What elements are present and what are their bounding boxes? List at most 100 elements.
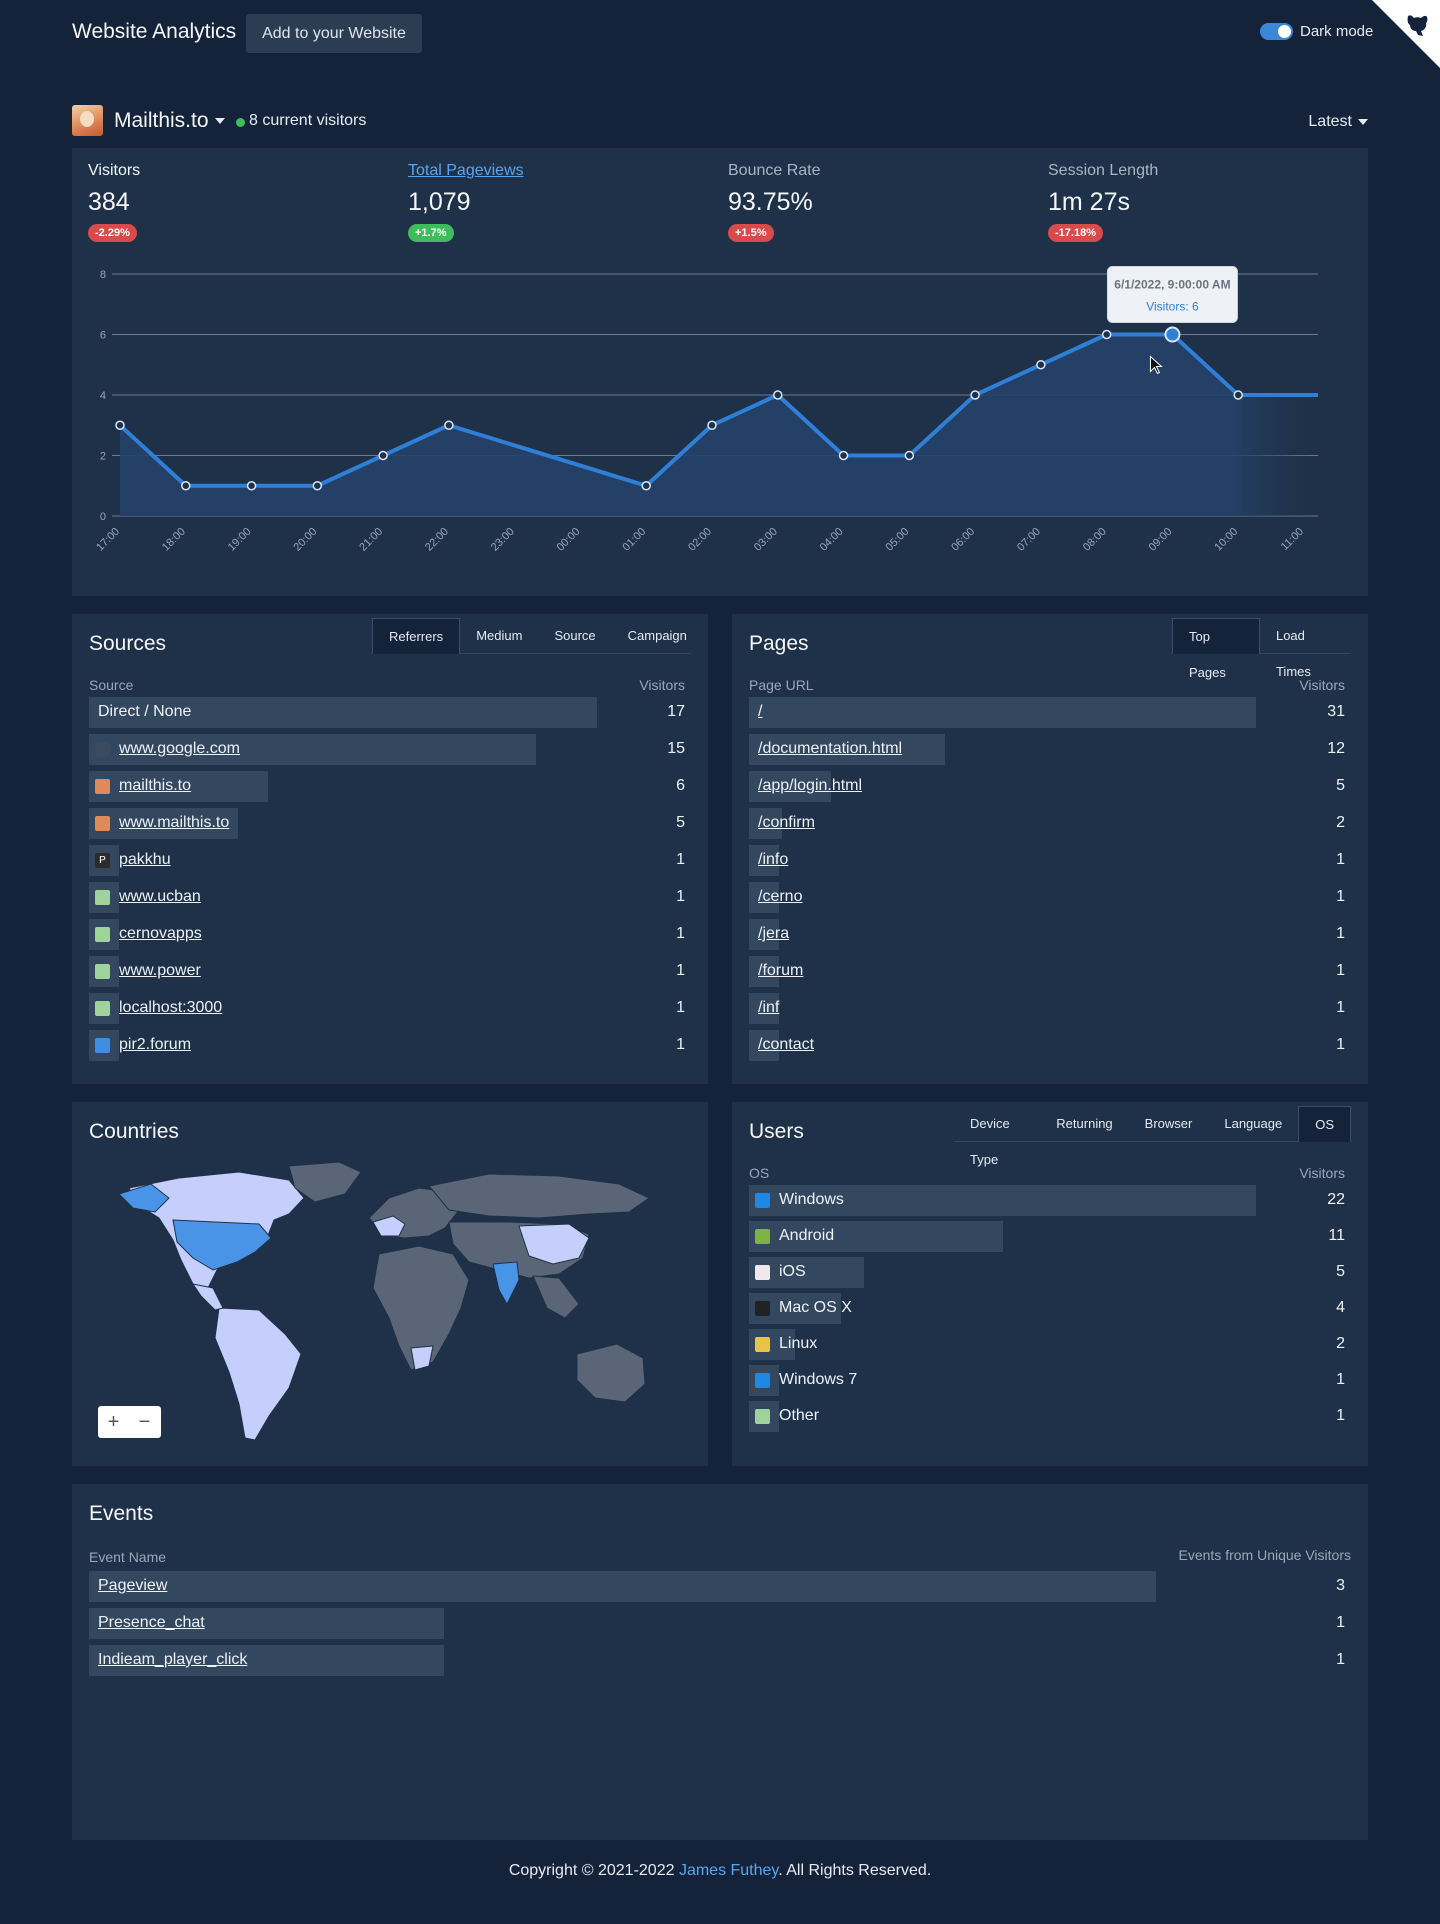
list-item[interactable]: /info 1 bbox=[749, 845, 1351, 876]
list-item[interactable]: Presence_chat 1 bbox=[89, 1608, 1351, 1639]
footer-author-link[interactable]: James Futhey bbox=[678, 1862, 779, 1879]
tab-browser[interactable]: Browser bbox=[1144, 1116, 1193, 1131]
list-item[interactable]: /app/login.html 5 bbox=[749, 771, 1351, 802]
row-label[interactable]: localhost:3000 bbox=[119, 999, 223, 1016]
row-label[interactable]: cernovapps bbox=[119, 925, 202, 942]
list-item[interactable]: /contact 1 bbox=[749, 1030, 1351, 1061]
map-region-central-america[interactable] bbox=[191, 1283, 224, 1311]
chart-tooltip bbox=[1106, 266, 1238, 323]
row-label[interactable]: /inf bbox=[758, 999, 780, 1016]
list-item[interactable]: www.google.com 15 bbox=[89, 734, 691, 765]
map-region-south-africa[interactable] bbox=[410, 1345, 434, 1371]
add-to-website-button[interactable]: Add to your Website bbox=[246, 14, 422, 53]
map-region-usa[interactable] bbox=[172, 1219, 272, 1271]
row-label[interactable]: /jera bbox=[758, 925, 790, 942]
list-item[interactable]: www.mailthis.to 5 bbox=[89, 808, 691, 839]
row-label[interactable]: Presence_chat bbox=[98, 1614, 205, 1631]
row-label[interactable]: Pageview bbox=[98, 1577, 168, 1594]
list-item[interactable]: / 31 bbox=[749, 697, 1351, 728]
x-tick-label: 22:00 bbox=[423, 526, 451, 554]
list-item[interactable]: /inf 1 bbox=[749, 993, 1351, 1024]
row-label[interactable]: /documentation.html bbox=[758, 740, 903, 757]
tab-referrers[interactable]: Referrers bbox=[372, 618, 461, 654]
row-label[interactable]: www.power bbox=[119, 962, 201, 979]
row-value: 1 bbox=[676, 999, 685, 1016]
list-item[interactable]: Other 1 bbox=[749, 1401, 1351, 1432]
row-label[interactable]: /info bbox=[758, 851, 789, 868]
list-item[interactable]: Mac OS X 4 bbox=[749, 1293, 1351, 1324]
zoom-in-button[interactable]: + bbox=[107, 1411, 120, 1433]
tab-source[interactable]: Source bbox=[554, 628, 596, 643]
list-item[interactable]: www.power 1 bbox=[89, 956, 691, 987]
list-item[interactable]: Linux 2 bbox=[749, 1329, 1351, 1360]
list-item[interactable]: /documentation.html 12 bbox=[749, 734, 1351, 765]
map-region-australia[interactable] bbox=[576, 1343, 646, 1403]
row-label[interactable]: Indieam_player_click bbox=[98, 1651, 248, 1668]
list-item[interactable]: Android 11 bbox=[749, 1221, 1351, 1252]
map-region-africa[interactable] bbox=[372, 1245, 470, 1371]
row-label[interactable]: www.ucban bbox=[119, 888, 201, 905]
visitors-chart[interactable]: 0 2 4 6 8 17:00 18:00 19:00 20:00 21:00 22:00 23:00… bbox=[72, 248, 1368, 596]
list-item[interactable]: www.ucban 1 bbox=[89, 882, 691, 913]
dark-mode-toggle[interactable] bbox=[1260, 23, 1293, 40]
kpi-visitors[interactable]: Visitors 384 -2.29% bbox=[88, 162, 140, 242]
row-label[interactable]: pir2.forum bbox=[119, 1036, 192, 1053]
kpi-bounce-rate[interactable]: Bounce Rate 93.75% +1.5% bbox=[728, 162, 821, 242]
row-label[interactable]: /confirm bbox=[758, 814, 815, 831]
world-map[interactable] bbox=[89, 1158, 691, 1458]
row-label[interactable]: Direct / None bbox=[98, 703, 192, 720]
tab-returning[interactable]: Returning bbox=[1056, 1116, 1113, 1131]
kpi-session-length[interactable]: Session Length 1m 27s -17.18% bbox=[1048, 162, 1158, 242]
x-tick-label: 10:00 bbox=[1212, 526, 1240, 554]
map-region-greenland[interactable] bbox=[288, 1161, 362, 1203]
tab-top-pages[interactable]: Top Pages bbox=[1172, 618, 1260, 680]
row-label[interactable]: /contact bbox=[758, 1036, 815, 1053]
brand-title[interactable]: Website Analytics bbox=[72, 20, 237, 43]
list-item[interactable]: pir2.forum 1 bbox=[89, 1030, 691, 1061]
github-octocat-icon[interactable] bbox=[1402, 8, 1432, 38]
row-label[interactable]: / bbox=[758, 703, 763, 720]
kpi-pageviews[interactable]: Total Pageviews 1,079 +1.7% bbox=[408, 162, 524, 242]
map-region-india[interactable] bbox=[492, 1261, 520, 1306]
list-item[interactable]: localhost:3000 1 bbox=[89, 993, 691, 1024]
tab-load-times[interactable]: Load Times bbox=[1275, 628, 1311, 679]
list-item[interactable]: /forum 1 bbox=[749, 956, 1351, 987]
map-region-china[interactable] bbox=[518, 1223, 590, 1265]
list-item[interactable]: /jera 1 bbox=[749, 919, 1351, 950]
list-item[interactable]: Pageview 3 bbox=[89, 1571, 1351, 1602]
row-label[interactable]: www.mailthis.to bbox=[119, 814, 230, 831]
kpi-label[interactable]: Total Pageviews bbox=[408, 162, 524, 179]
list-item[interactable]: /confirm 2 bbox=[749, 808, 1351, 839]
tab-device-type[interactable]: Device Type bbox=[970, 1116, 1010, 1167]
tab-os[interactable]: OS bbox=[1298, 1106, 1351, 1142]
list-item[interactable]: Windows 22 bbox=[749, 1185, 1351, 1216]
list-item[interactable]: Indieam_player_click 1 bbox=[89, 1645, 1351, 1676]
row-bar bbox=[89, 734, 536, 765]
map-region-western-europe[interactable] bbox=[372, 1215, 406, 1237]
range-dropdown[interactable]: Latest bbox=[1308, 113, 1368, 131]
list-item[interactable]: iOS 5 bbox=[749, 1257, 1351, 1288]
list-item[interactable]: /cerno 1 bbox=[749, 882, 1351, 913]
map-region-south-america[interactable] bbox=[214, 1307, 302, 1441]
tab-medium[interactable]: Medium bbox=[476, 628, 523, 643]
row-label[interactable]: mailthis.to bbox=[119, 777, 192, 794]
tab-campaign[interactable]: Campaign bbox=[627, 628, 687, 643]
github-corner[interactable] bbox=[1372, 0, 1440, 68]
row-label[interactable]: www.google.com bbox=[119, 740, 240, 757]
map-region-alaska[interactable] bbox=[118, 1183, 170, 1213]
map-region-russia[interactable] bbox=[428, 1173, 650, 1219]
windows-icon bbox=[755, 1193, 770, 1208]
row-label[interactable]: pakkhu bbox=[119, 851, 171, 868]
list-item[interactable]: mailthis.to 6 bbox=[89, 771, 691, 802]
site-dropdown[interactable]: Mailthis.to bbox=[114, 109, 225, 133]
row-label[interactable]: /cerno bbox=[758, 888, 803, 905]
list-item[interactable]: Windows 7 1 bbox=[749, 1365, 1351, 1396]
list-item[interactable]: Direct / None 17 bbox=[89, 697, 691, 728]
map-region-southeast-asia[interactable] bbox=[532, 1275, 580, 1319]
list-item[interactable]: cernovapps 1 bbox=[89, 919, 691, 950]
row-label[interactable]: /app/login.html bbox=[758, 777, 863, 794]
zoom-out-button[interactable]: − bbox=[138, 1411, 151, 1433]
tab-language[interactable]: Language bbox=[1224, 1116, 1283, 1131]
row-label[interactable]: /forum bbox=[758, 962, 804, 979]
